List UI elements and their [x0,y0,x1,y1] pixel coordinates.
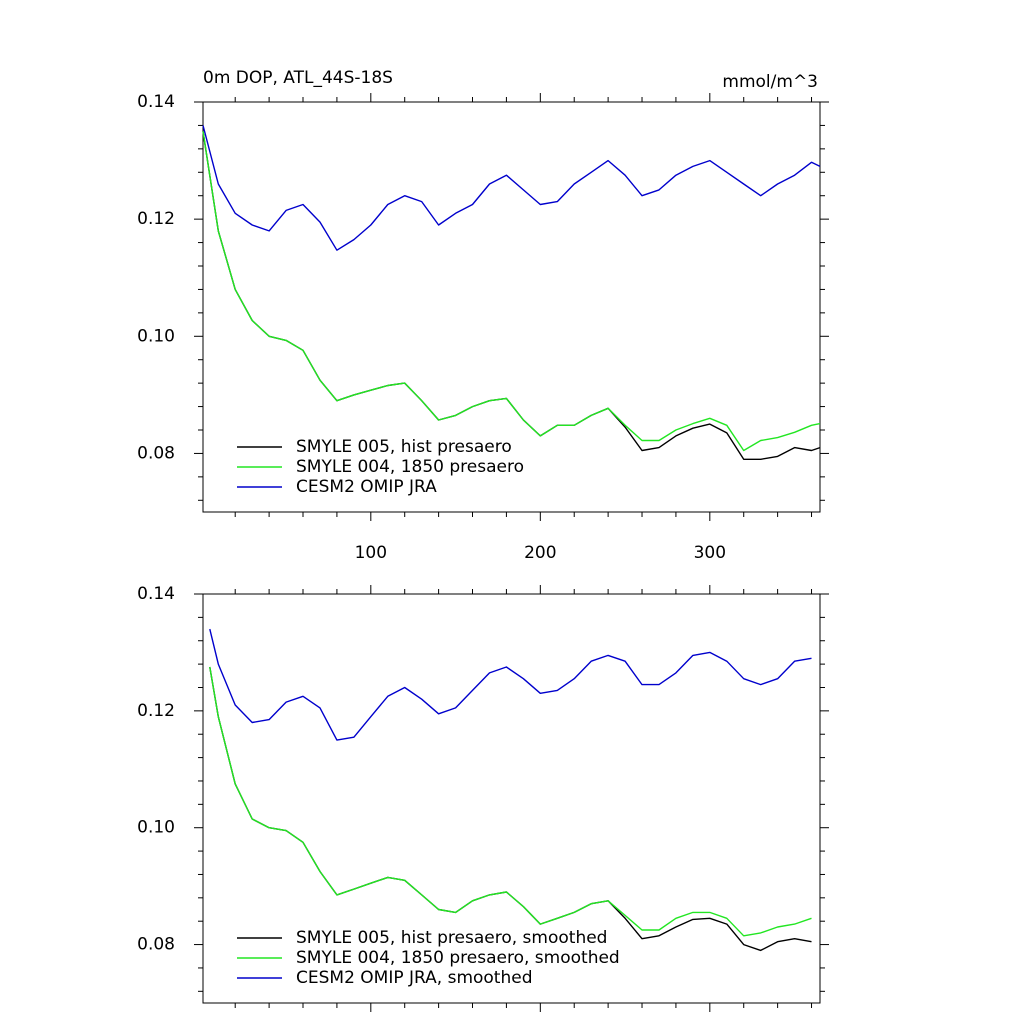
y-tick-label: 0.10 [137,326,175,346]
legend-label: SMYLE 004, 1850 presaero, smoothed [296,948,620,968]
legend-label: SMYLE 005, hist presaero [296,437,512,457]
y-tick-label: 0.14 [137,584,175,604]
y-tick-label: 0.10 [137,818,175,838]
series-line [209,666,812,952]
y-tick-label: 0.14 [137,92,175,112]
plot-frame [202,101,821,513]
series-line [209,666,812,937]
y-tick-label: 0.12 [137,701,175,721]
y-tick-label: 0.08 [137,935,175,955]
x-tick-label: 300 [694,543,726,563]
plot-frame [202,593,821,1004]
series-line [202,125,821,251]
legend-label: CESM2 OMIP JRA [296,477,437,497]
legend-label: SMYLE 004, 1850 presaero [296,457,524,477]
y-tick-label: 0.12 [137,209,175,229]
units-label: mmol/m^3 [722,72,818,92]
series-line [209,628,812,741]
legend-label: SMYLE 005, hist presaero, smoothed [296,928,607,948]
chart-title: 0m DOP, ATL_44S-18S [203,68,393,88]
x-tick-label: 200 [524,543,556,563]
series-line [202,131,821,452]
legend-label: CESM2 OMIP JRA, smoothed [296,968,533,988]
y-tick-label: 0.08 [137,443,175,463]
x-tick-label: 100 [355,543,387,563]
